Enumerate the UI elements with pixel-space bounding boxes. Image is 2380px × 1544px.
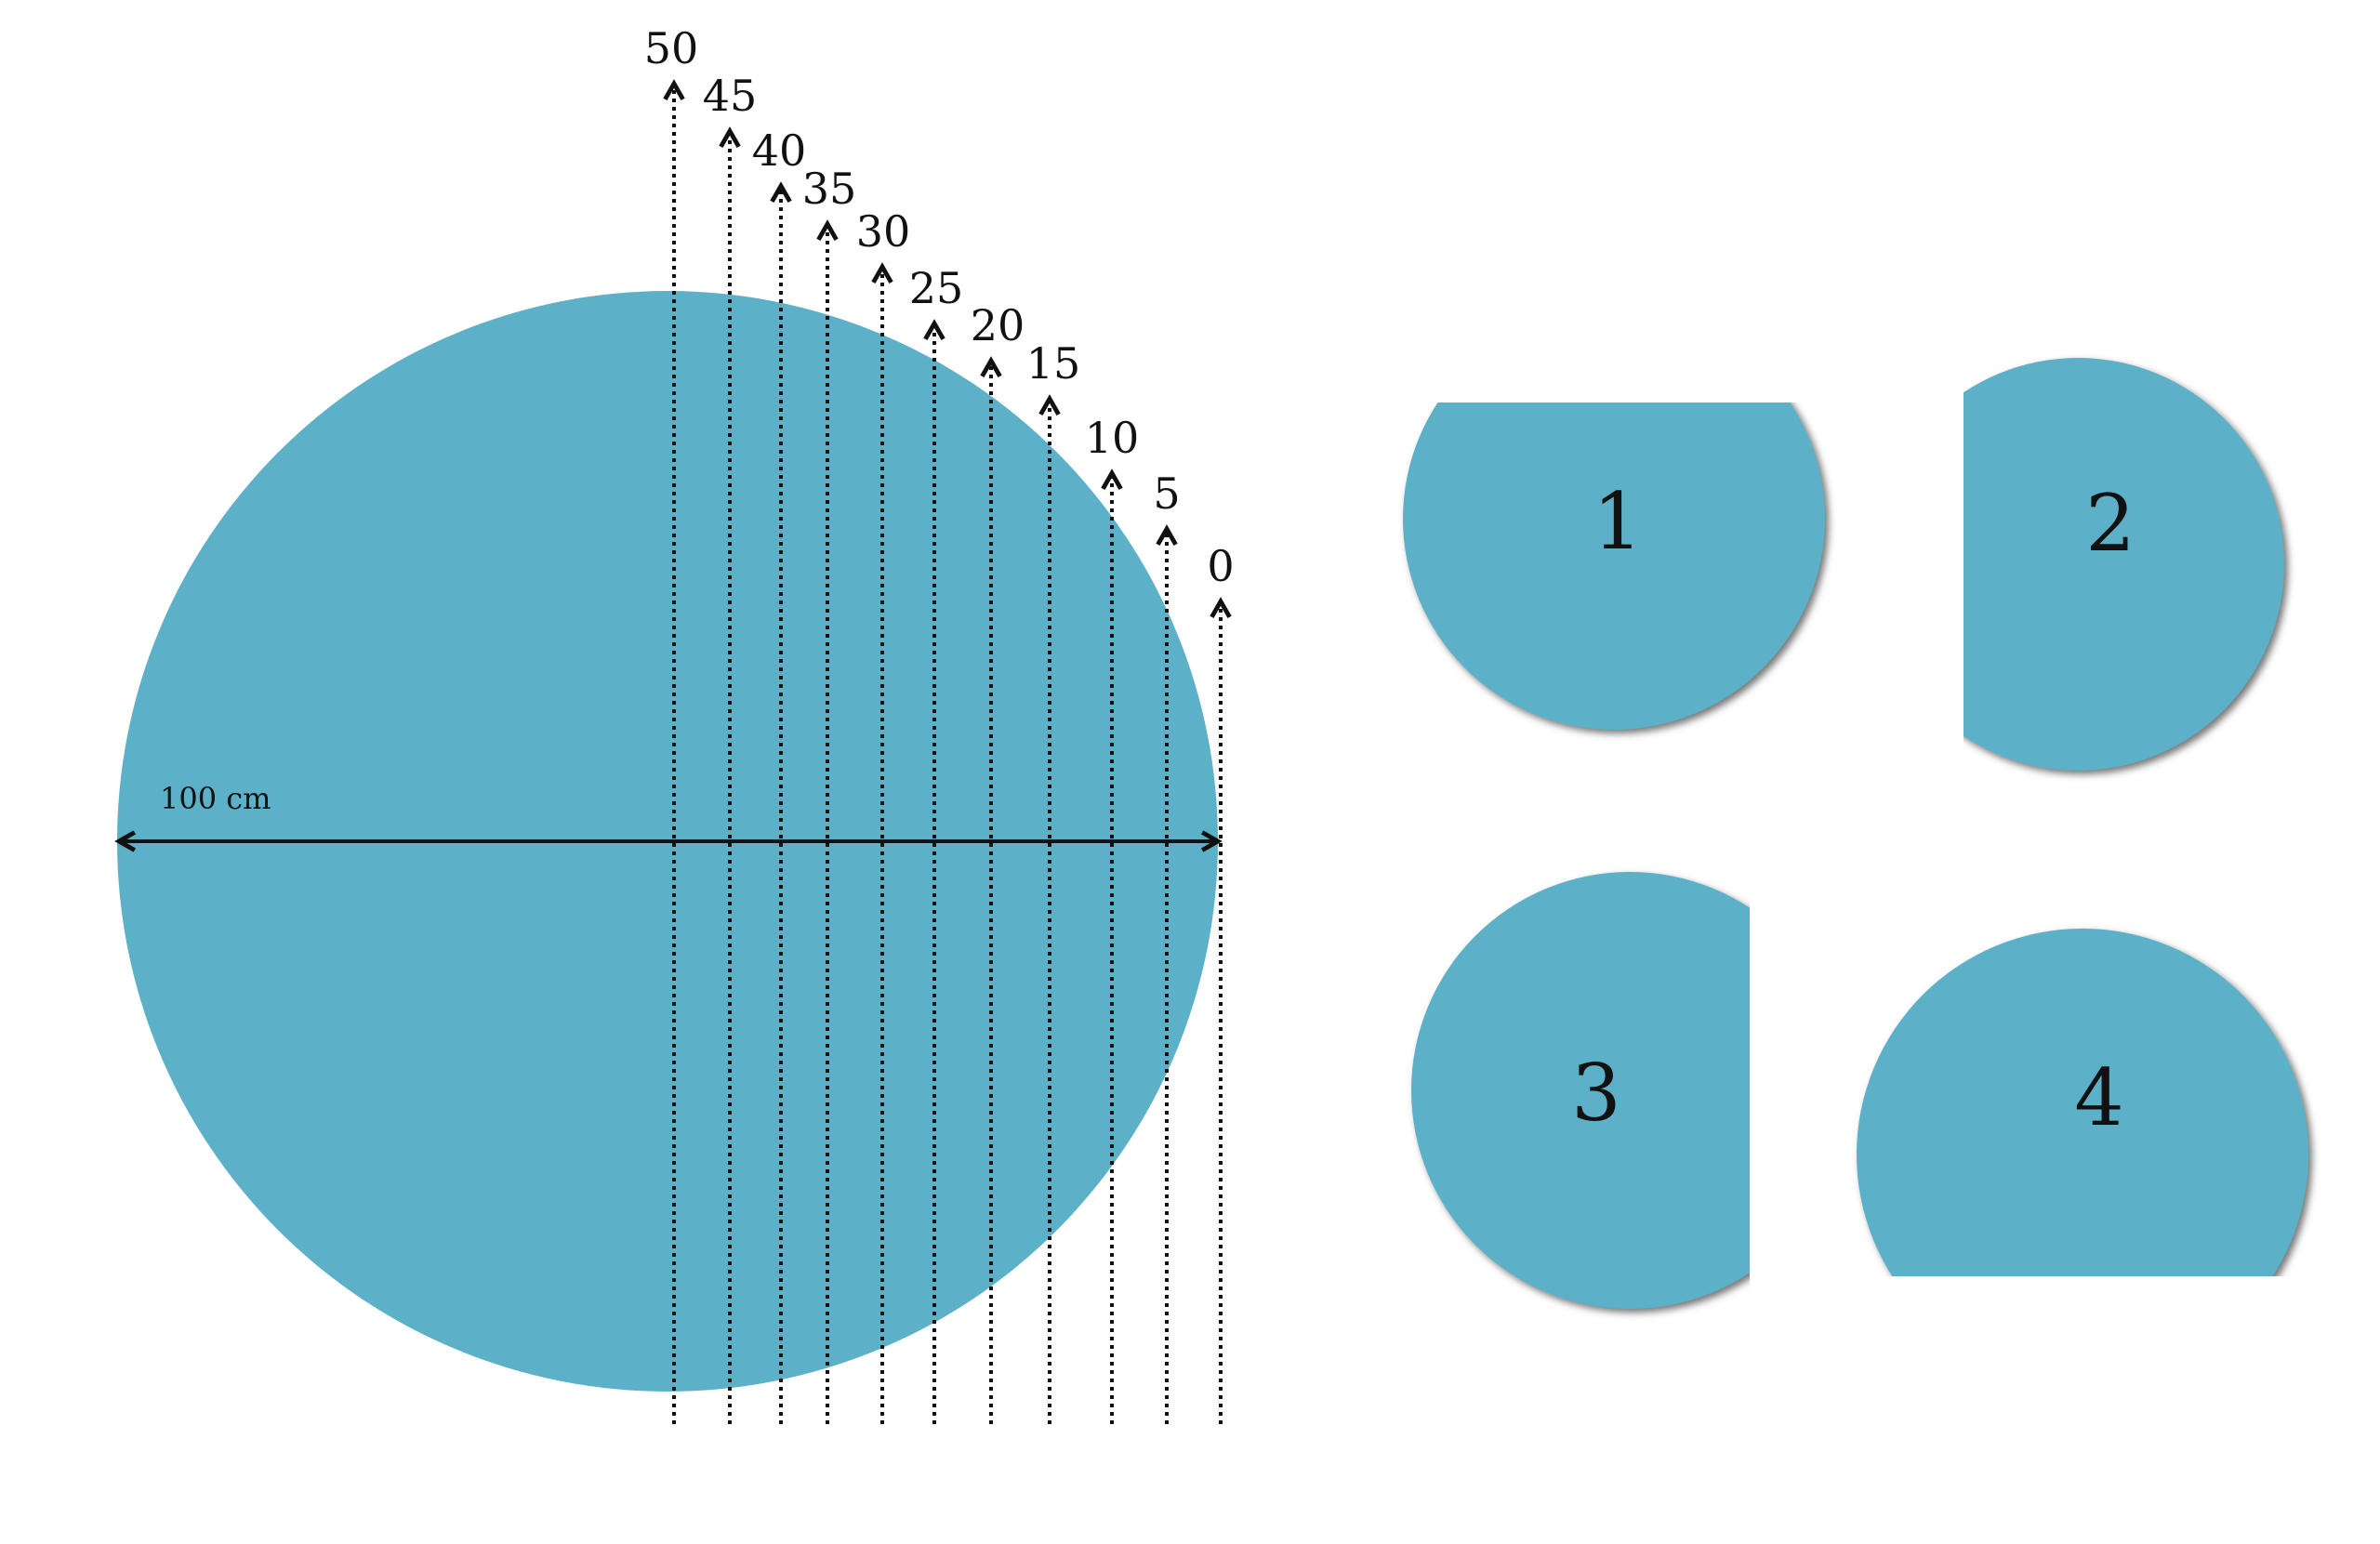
- piece-label: 2: [2085, 478, 2135, 569]
- cut-line-label: 15: [1026, 338, 1081, 389]
- piece-1: 1: [1403, 402, 1825, 730]
- cut-line-label: 45: [703, 71, 758, 121]
- diameter-label: 100 cm: [160, 781, 271, 816]
- cut-line-label: 40: [752, 125, 807, 176]
- cut-line-label: 0: [1207, 541, 1234, 591]
- cut-line-label: 10: [1085, 413, 1140, 463]
- cut-line-label: 35: [802, 164, 857, 214]
- piece-2: 2: [1964, 358, 2284, 771]
- piece-label: 3: [1571, 1048, 1620, 1139]
- cut-line-label: 5: [1153, 468, 1180, 519]
- cut-line-label: 20: [971, 300, 1025, 350]
- piece-3: 3: [1411, 872, 1750, 1309]
- piece-4: 4: [1857, 929, 2308, 1276]
- piece-label: 1: [1593, 476, 1642, 567]
- cut-line-label: 30: [856, 206, 911, 257]
- cut-line-label: 50: [644, 23, 699, 73]
- piece-label: 4: [2074, 1052, 2123, 1143]
- cut-line-label: 25: [909, 263, 964, 313]
